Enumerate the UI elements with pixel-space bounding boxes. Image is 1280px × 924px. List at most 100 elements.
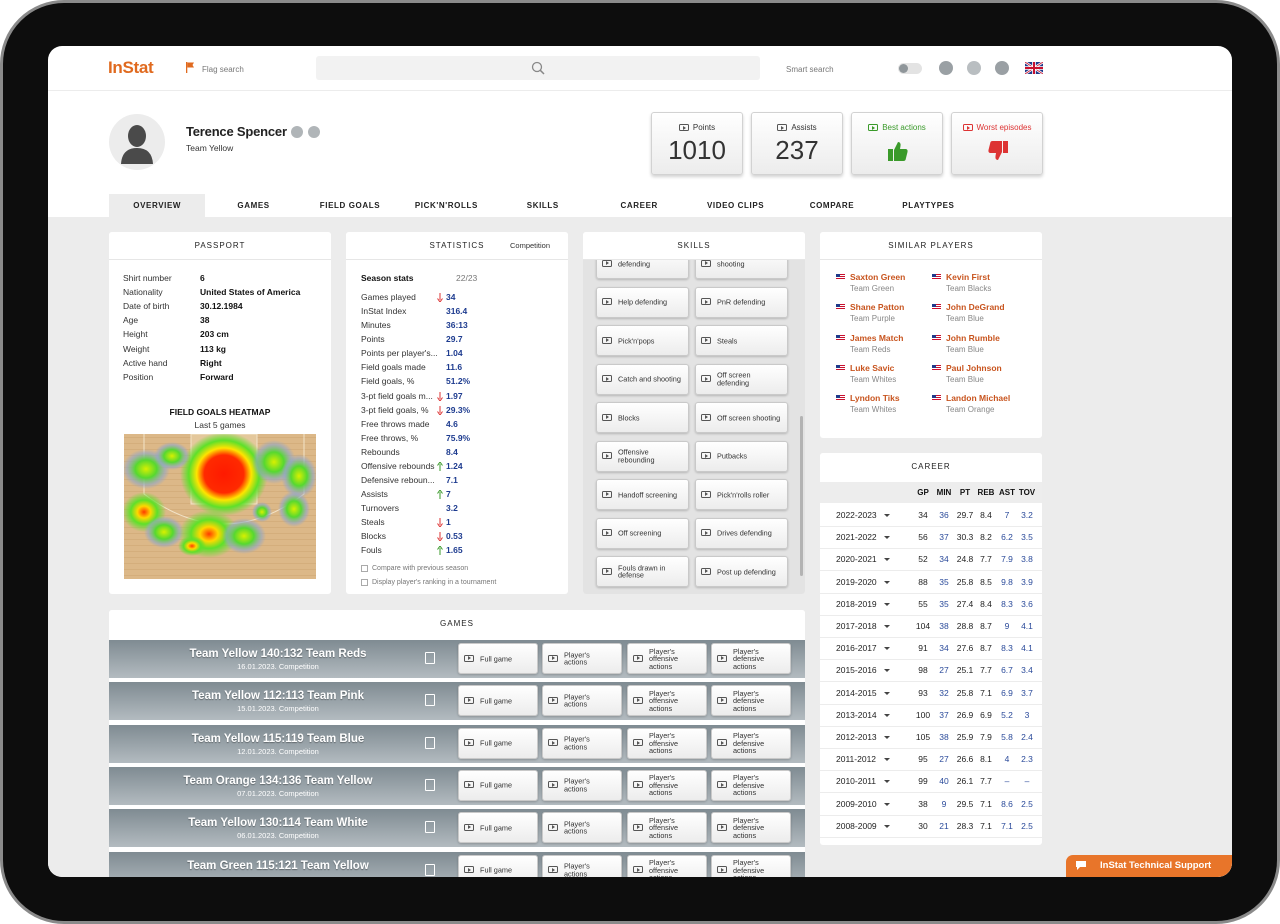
skill-button[interactable]: PnR defending — [695, 286, 788, 318]
checkbox[interactable] — [361, 579, 368, 586]
career-season[interactable]: 2012-2013 — [836, 732, 877, 742]
career-season[interactable]: 2021-2022 — [836, 532, 877, 543]
career-season[interactable]: 2016-2017 — [836, 643, 877, 654]
skill-button[interactable]: Blocks — [596, 402, 689, 433]
tab[interactable]: PICK'N'ROLLS — [414, 201, 478, 210]
tab[interactable]: OVERVIEW — [109, 194, 206, 217]
game-button[interactable]: Full game — [458, 685, 538, 717]
game-button[interactable]: Full game — [458, 769, 538, 801]
stat-card[interactable]: Points 1010 — [651, 112, 743, 175]
career-season[interactable]: 2019-2020 — [836, 576, 877, 587]
similar-player-name[interactable]: John Rumble — [946, 332, 1000, 343]
skill-button[interactable]: Pick'n'pops — [596, 325, 689, 356]
similar-player-name[interactable]: Saxton Green — [850, 272, 906, 282]
career-season[interactable]: 2008-2009 — [836, 820, 877, 831]
globe-icon[interactable] — [967, 61, 981, 75]
download-icon[interactable] — [425, 863, 435, 876]
search-bar[interactable] — [316, 56, 760, 80]
game-button[interactable]: Player's offensive actions — [627, 854, 707, 877]
stat-card[interactable]: Best actions — [851, 112, 943, 175]
game-button[interactable]: Player's offensive actions — [627, 769, 707, 801]
career-season[interactable]: 2009-2010 — [836, 798, 877, 809]
game-button[interactable]: Player's offensive actions — [627, 643, 707, 674]
game-row[interactable]: Team Yellow 130:114 Team White 06.01.2023… — [109, 809, 805, 848]
game-button[interactable]: Full game — [458, 727, 538, 759]
game-button[interactable]: Player's defensive actions — [711, 854, 791, 877]
career-season[interactable]: 2014-2015 — [836, 687, 877, 698]
similar-player-name[interactable]: Luke Savic — [850, 362, 895, 373]
career-season[interactable]: 2018-2019 — [836, 598, 877, 609]
smart-search[interactable]: Smart search — [786, 65, 834, 74]
career-season[interactable]: 2010-2011 — [836, 776, 877, 787]
download-icon[interactable] — [425, 652, 435, 664]
game-button[interactable]: Player's actions — [542, 727, 622, 759]
tab[interactable]: COMPARE — [809, 201, 855, 210]
tab[interactable]: FIELD GOALS — [319, 201, 381, 210]
support-button[interactable]: InStat Technical Support — [1066, 855, 1232, 877]
skill-button[interactable]: shooting — [695, 260, 788, 279]
tab[interactable]: SKILLS — [526, 201, 559, 210]
similar-player-name[interactable]: Shane Patton — [850, 302, 905, 313]
similar-player-name[interactable]: John DeGrand — [946, 302, 1005, 313]
game-row[interactable]: Team Green 115:121 Team Yellow Full game P… — [109, 851, 805, 877]
game-button[interactable]: Player's actions — [542, 685, 622, 717]
user-icon[interactable] — [995, 61, 1009, 75]
scrollbar[interactable] — [800, 416, 803, 576]
logo[interactable]: InStat — [108, 58, 154, 77]
career-season[interactable]: 2022-2023 — [836, 510, 877, 520]
game-button[interactable]: Player's actions — [542, 854, 622, 877]
skill-button[interactable]: Help defending — [596, 286, 689, 318]
game-button[interactable]: Full game — [458, 854, 538, 877]
language-flag[interactable] — [1025, 62, 1043, 74]
career-season[interactable]: 2011-2012 — [836, 754, 877, 765]
download-icon[interactable] — [425, 778, 435, 791]
game-row[interactable]: Team Yellow 112:113 Team Pink 15.01.2023.… — [109, 682, 805, 721]
skill-button[interactable]: defending — [596, 260, 689, 279]
download-icon[interactable] — [425, 694, 435, 707]
checkbox[interactable] — [361, 565, 368, 572]
game-row[interactable]: Team Yellow 140:132 Team Reds 16.01.2023.… — [109, 640, 805, 678]
similar-player-name[interactable]: Paul Johnson — [946, 362, 1002, 373]
skill-button[interactable]: Putbacks — [695, 440, 788, 472]
career-season[interactable]: 2013-2014 — [836, 709, 877, 720]
game-button[interactable]: Full game — [458, 643, 538, 674]
skill-button[interactable]: Fouls drawn in defense — [596, 556, 689, 587]
tab[interactable]: CAREER — [620, 201, 658, 210]
game-button[interactable]: Player's actions — [542, 769, 622, 801]
tab[interactable]: PLAYTYPES — [902, 201, 955, 210]
download-icon[interactable] — [939, 61, 953, 75]
skill-button[interactable]: Drives defending — [695, 517, 788, 549]
game-button[interactable]: Player's defensive actions — [711, 769, 791, 801]
skill-button[interactable]: Offensive rebounding — [596, 440, 689, 472]
skill-button[interactable]: Post up defending — [695, 556, 788, 587]
skill-button[interactable]: Catch and shooting — [596, 363, 689, 395]
similar-player-name[interactable]: Lyndon Tiks — [850, 393, 900, 404]
skill-button[interactable]: Pick'n'rolls roller — [695, 479, 788, 510]
game-button[interactable]: Player's defensive actions — [711, 812, 791, 844]
game-button[interactable]: Player's actions — [542, 643, 622, 674]
tab[interactable]: GAMES — [237, 201, 270, 210]
skill-button[interactable]: Off screen defending — [695, 363, 788, 395]
game-button[interactable]: Player's defensive actions — [711, 643, 791, 674]
skill-button[interactable]: Steals — [695, 325, 788, 356]
flag-search[interactable]: Flag search — [202, 65, 244, 74]
tab[interactable]: VIDEO CLIPS — [706, 201, 765, 210]
game-row[interactable]: Team Orange 134:136 Team Yellow 07.01.202… — [109, 766, 805, 805]
similar-player-name[interactable]: James Match — [850, 332, 904, 343]
toggle[interactable] — [898, 63, 922, 74]
game-button[interactable]: Player's offensive actions — [627, 812, 707, 844]
competition-select[interactable]: Competition — [510, 241, 551, 250]
skill-button[interactable]: Handoff screening — [596, 479, 689, 510]
skill-button[interactable]: Off screening — [596, 517, 689, 549]
career-season[interactable]: 2017-2018 — [836, 621, 877, 631]
game-button[interactable]: Player's offensive actions — [627, 685, 707, 717]
game-button[interactable]: Full game — [458, 812, 538, 844]
game-button[interactable]: Player's offensive actions — [627, 727, 707, 759]
game-button[interactable]: Player's actions — [542, 812, 622, 844]
stat-card[interactable]: Worst episodes — [951, 112, 1043, 175]
download-icon[interactable] — [425, 736, 435, 749]
career-season[interactable]: 2015-2016 — [836, 665, 877, 676]
career-season[interactable]: 2020-2021 — [836, 554, 877, 565]
game-row[interactable]: Team Yellow 115:119 Team Blue 12.01.2023.… — [109, 724, 805, 763]
similar-player-name[interactable]: Kevin First — [946, 272, 990, 282]
